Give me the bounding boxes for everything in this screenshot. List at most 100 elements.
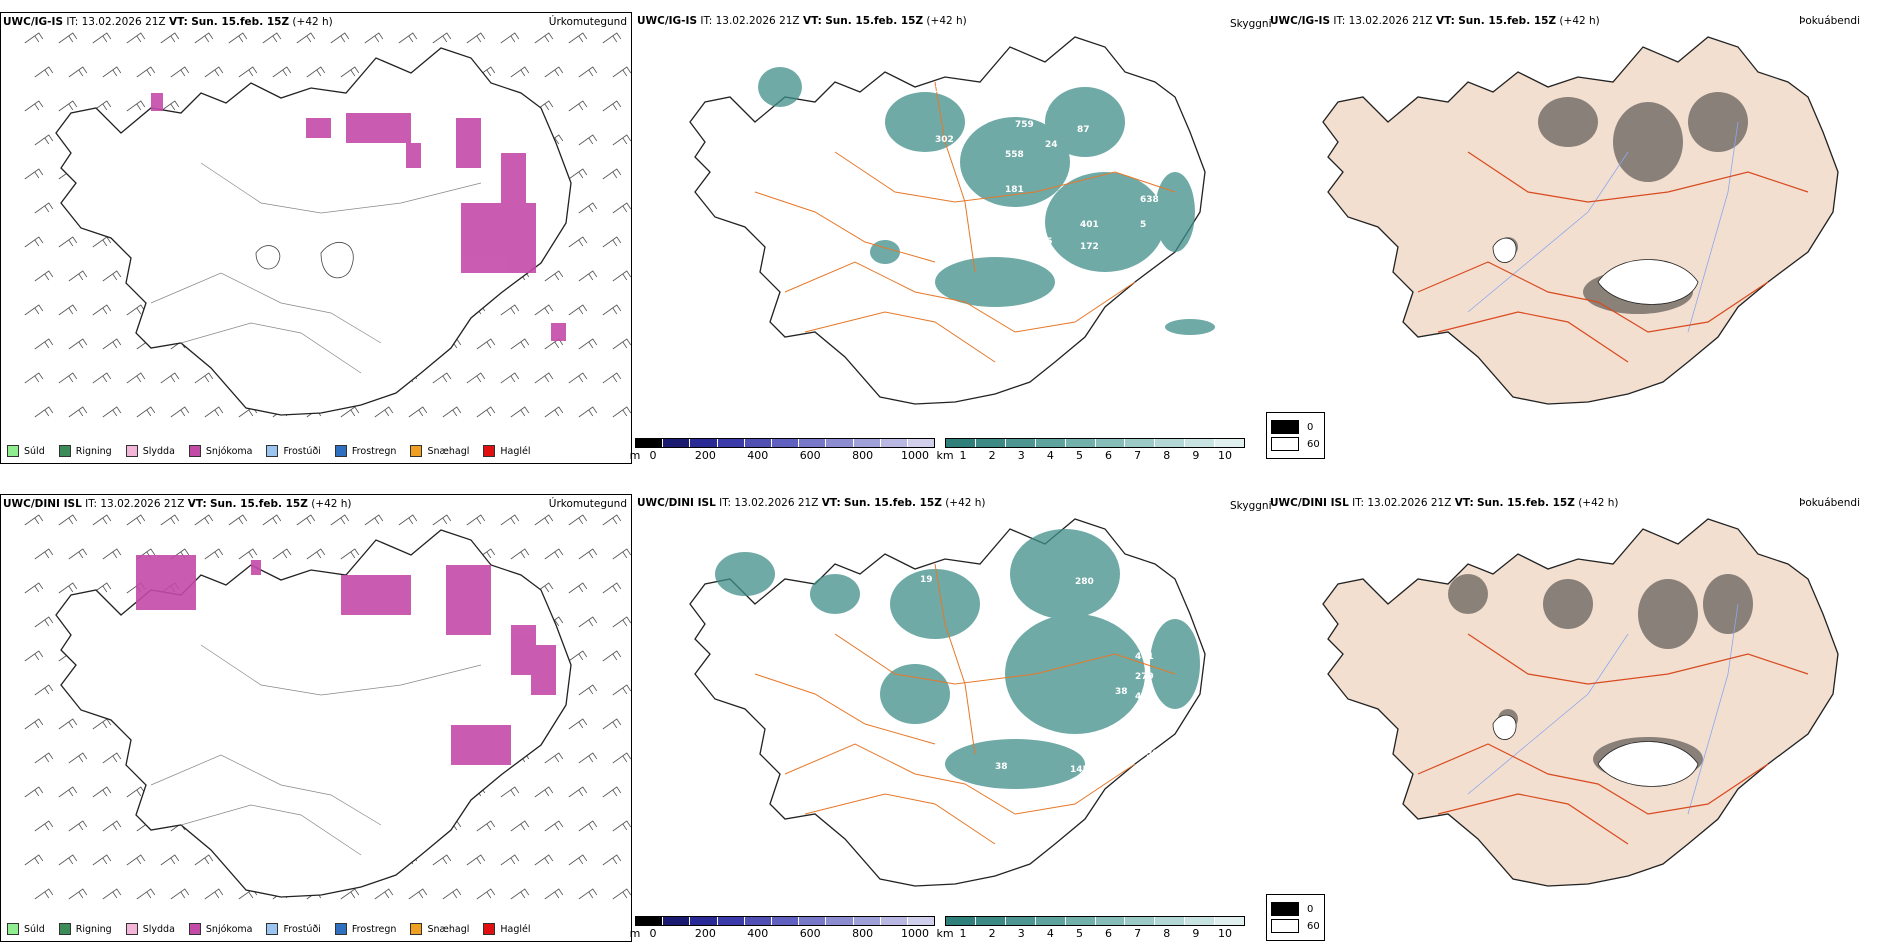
wind-barb: [476, 820, 496, 832]
colorbar-segment: [717, 917, 745, 925]
cloud-base-labels: 19 378 280 34 401 279 38 42 295 638 38 145: [920, 575, 1159, 775]
legend-label: Frostregn: [351, 923, 397, 935]
visibility-colorbar: km 1 2 3 4 5 6 7 8 9 10: [936, 916, 1245, 940]
colorbar-segment: [771, 439, 800, 447]
wind-barb: [374, 888, 394, 900]
wind-barb: [442, 406, 462, 418]
cloud-base-label: 771: [990, 87, 1009, 97]
low-visibility-areas: [758, 67, 1215, 335]
road-network: [1417, 633, 1809, 845]
cloud-base-label: 638: [1140, 749, 1159, 759]
colorbar-tick: 5: [1075, 449, 1083, 462]
wind-barb: [466, 372, 486, 384]
wind-barb: [34, 684, 54, 696]
legend-item: Slydda: [125, 445, 175, 457]
wind-barb: [500, 514, 520, 526]
wind-barb: [544, 752, 564, 764]
cloud-base-label: 279: [1135, 672, 1154, 682]
iceland-map-fog: [1322, 518, 1839, 887]
rivers: [1467, 603, 1739, 815]
wind-barb: [568, 718, 588, 730]
wind-barb: [102, 338, 122, 350]
wind-barb: [432, 514, 452, 526]
colorbar-tick: 800: [852, 449, 874, 462]
wind-barb: [568, 854, 588, 866]
legend-label: Haglél: [500, 923, 531, 935]
colorbar-segment: [880, 917, 908, 925]
wind-barb: [544, 406, 564, 418]
cloud-base-colorbar: m 0 200 400 600 800 1000: [630, 438, 935, 462]
colorbar-tick: 600: [799, 449, 821, 462]
wind-barb: [510, 820, 530, 832]
wind-barb: [578, 202, 598, 214]
cloud-base-label: 280: [1075, 577, 1094, 587]
colorbar-tick: 3: [1017, 449, 1025, 462]
wind-barb: [228, 32, 248, 44]
wind-barb: [544, 270, 564, 282]
colorbar-tick: 1000: [901, 449, 929, 462]
legend-swatch: [7, 923, 19, 935]
legend-item: Slydda: [125, 923, 175, 935]
wind-barb: [68, 406, 88, 418]
legend-label: Snjókoma: [205, 923, 253, 935]
colorbar-segment: [663, 917, 691, 925]
snow-areas: [151, 93, 566, 341]
panel-type-label: Þokuábendi: [1799, 15, 1860, 27]
legend-label: Frostúði: [283, 923, 321, 935]
cloud-base-label: 34: [1130, 617, 1143, 627]
wind-barb: [24, 650, 44, 662]
wind-barb: [160, 372, 180, 384]
wind-barb: [34, 888, 54, 900]
wind-barb: [136, 66, 156, 78]
wind-barb: [602, 718, 622, 730]
iceland-map-precip: [24, 32, 632, 418]
colorbar-tick: 0: [649, 449, 657, 462]
panel-type-label: Skyggni: [1230, 18, 1272, 30]
wind-barb: [374, 406, 394, 418]
panel-type-label: Skyggni: [1230, 500, 1272, 512]
colorbar-tick: 1: [959, 449, 967, 462]
wind-barb: [68, 752, 88, 764]
wind-barb: [612, 338, 632, 350]
glaciers-white: [1492, 237, 1699, 305]
wind-barb: [102, 406, 122, 418]
panel-header: UWC/IG-IS IT: 13.02.2026 21Z VT: Sun. 15…: [3, 16, 333, 28]
wind-barb: [612, 270, 632, 282]
legend-item: Haglél: [483, 923, 531, 935]
legend-item: Frostúði: [266, 445, 321, 457]
road-network: [754, 81, 1176, 363]
wind-barb: [534, 372, 554, 384]
wind-barb: [330, 514, 350, 526]
wind-barb: [340, 548, 360, 560]
cloud-base-label: 5: [1140, 220, 1146, 230]
legend-label: Slydda: [142, 923, 175, 935]
cloud-base-label: 378: [980, 577, 999, 587]
colorbar-tick: 2: [988, 449, 996, 462]
wind-barb: [204, 406, 224, 418]
cloud-base-label: 221: [1030, 103, 1049, 113]
wind-barb: [306, 548, 326, 560]
wind-barb: [612, 888, 632, 900]
wind-barb: [194, 854, 214, 866]
colorbar-tick: 6: [1105, 927, 1113, 940]
colorbar-unit: km: [936, 927, 954, 940]
wind-barb: [578, 888, 598, 900]
wind-barb: [194, 514, 214, 526]
wind-barb: [58, 582, 78, 594]
wind-barb: [544, 548, 564, 560]
wind-barb: [58, 100, 78, 112]
colorbar-segment: [1185, 439, 1216, 447]
wind-barb: [340, 66, 360, 78]
cloud-base-label: 24: [1045, 140, 1058, 150]
legend-swatch: [410, 445, 423, 457]
colorbar-tick: 9: [1192, 449, 1200, 462]
colorbar-segment: [1155, 917, 1186, 925]
low-visibility-areas: [715, 529, 1200, 789]
wind-barb: [612, 134, 632, 146]
wind-barb: [568, 100, 588, 112]
wind-barb: [34, 616, 54, 628]
colorbar-segment: [907, 439, 935, 447]
wind-barb: [272, 548, 292, 560]
precip-type-legend: Súld Rigning Slydda Snjókoma Frostúði Frostre…: [7, 923, 545, 935]
cloud-base-label: 29: [930, 210, 943, 220]
